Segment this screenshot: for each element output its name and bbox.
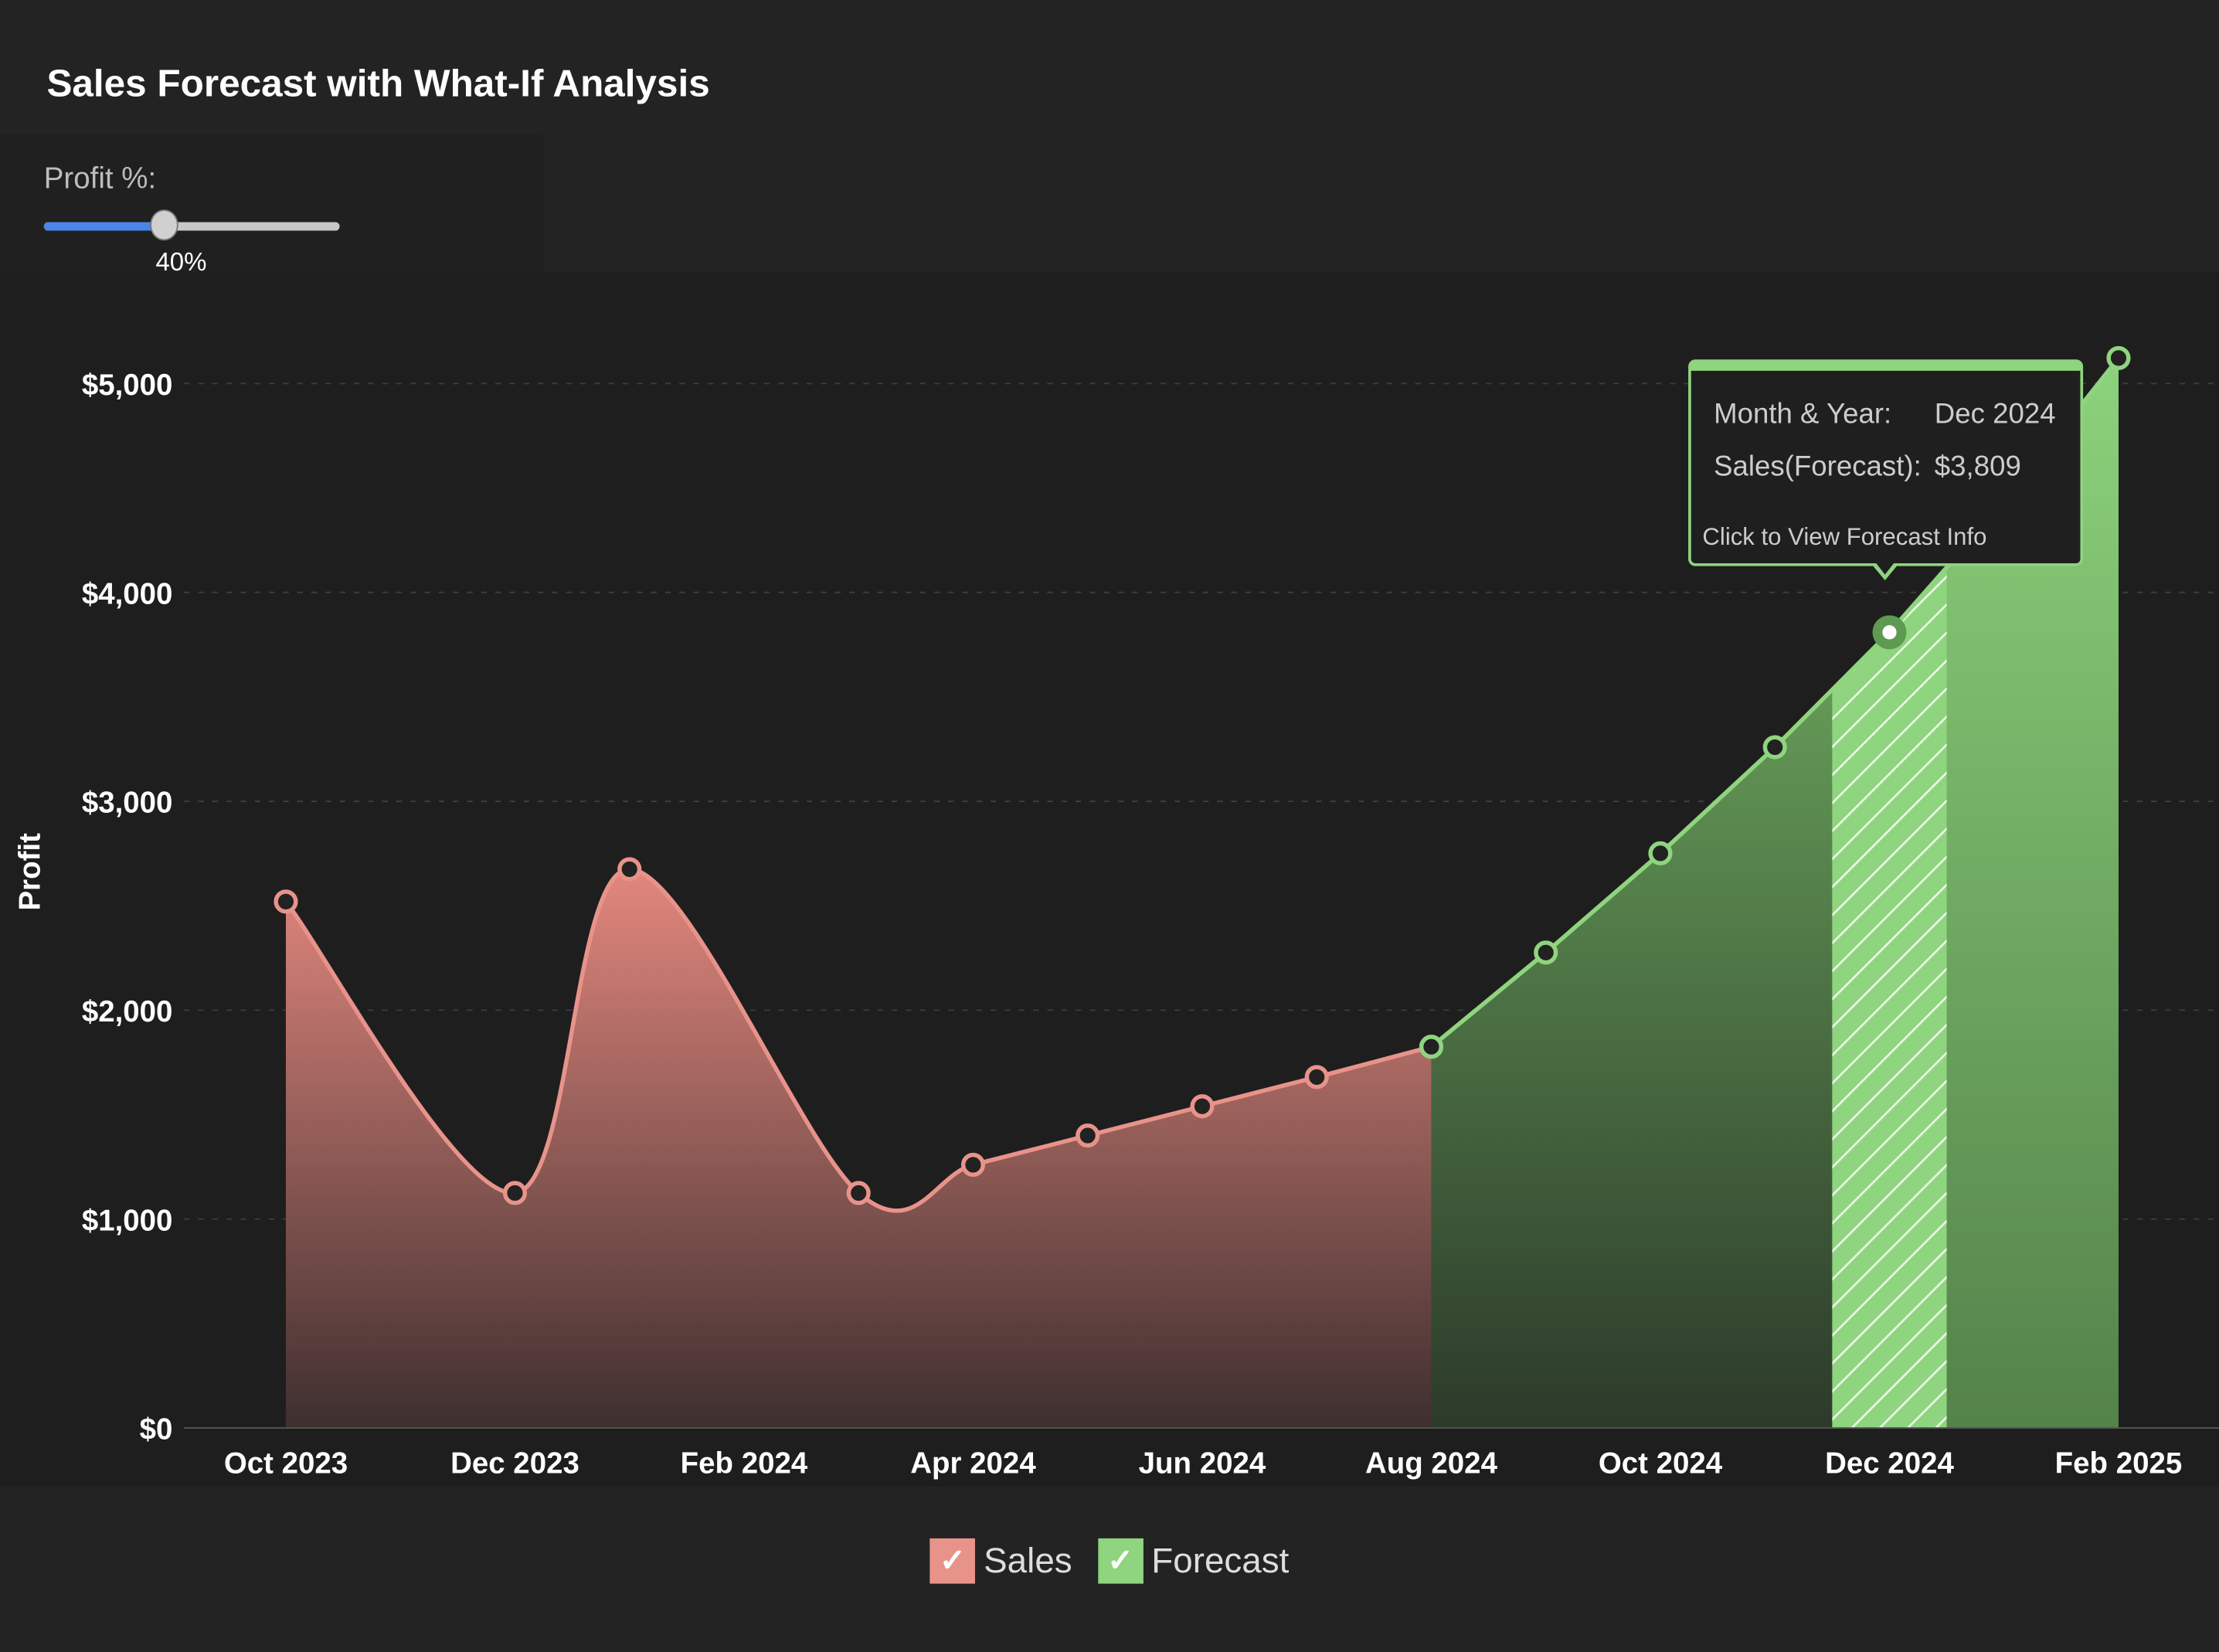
x-tick-label: Feb 2024 xyxy=(681,1447,808,1480)
sales-point xyxy=(846,1181,871,1205)
forecast-point xyxy=(1648,841,1673,865)
legend-label: Forecast xyxy=(1151,1540,1290,1580)
profit-slider-fill xyxy=(43,222,165,231)
profit-slider-label: Profit %: xyxy=(43,162,157,195)
legend: ✓ Sales ✓ Forecast xyxy=(0,1538,2219,1584)
checkbox-icon[interactable]: ✓ xyxy=(929,1538,976,1584)
profit-slider-value: 40% xyxy=(155,247,207,277)
chart-title: Sales Forecast with What-If Analysis xyxy=(46,62,710,105)
tooltip: Month & Year: Dec 2024 Sales(Forecast): … xyxy=(1688,359,2084,566)
forecast-point xyxy=(2106,345,2131,370)
sales-point xyxy=(1304,1065,1329,1089)
profit-slider-panel: Profit %: 40% xyxy=(0,134,544,276)
highlighted-point xyxy=(1882,625,1897,640)
y-tick-label: $5,000 xyxy=(82,369,173,402)
y-tick-label: $1,000 xyxy=(82,1204,173,1237)
forecast-point xyxy=(1762,735,1787,760)
hover-band xyxy=(1832,567,1947,1429)
x-tick-label: Dec 2023 xyxy=(450,1447,579,1480)
checkbox-icon[interactable]: ✓ xyxy=(1097,1538,1143,1584)
y-tick-label: $0 xyxy=(140,1413,173,1446)
sales-point xyxy=(1190,1094,1215,1119)
tooltip-month-label: Month & Year: xyxy=(1714,399,1892,430)
y-axis-title: Profit xyxy=(13,833,46,911)
sales-point xyxy=(617,857,642,882)
y-tick-label: $4,000 xyxy=(82,577,173,610)
x-tick-label: Feb 2025 xyxy=(2055,1447,2183,1480)
legend-label: Sales xyxy=(984,1540,1072,1580)
y-tick-label: $3,000 xyxy=(82,787,173,820)
forecast-area-highlight xyxy=(1946,358,2119,1429)
sales-point xyxy=(960,1152,986,1178)
legend-item-sales[interactable]: ✓ Sales xyxy=(929,1538,1072,1584)
tooltip-forecast-link[interactable]: Click to View Forecast Info xyxy=(1702,523,1987,551)
tooltip-month-value: Dec 2024 xyxy=(1934,399,2056,430)
forecast-point xyxy=(1534,940,1558,965)
x-tick-label: Dec 2024 xyxy=(1825,1447,1954,1480)
sales-point xyxy=(1076,1123,1100,1148)
y-tick-label: $2,000 xyxy=(82,995,173,1028)
sales-area xyxy=(285,868,1432,1429)
sales-point xyxy=(502,1181,528,1205)
tooltip-sales-value: $3,809 xyxy=(1934,451,2021,483)
x-tick-label: Oct 2023 xyxy=(224,1447,348,1480)
x-tick-label: Aug 2024 xyxy=(1365,1447,1498,1480)
x-tick-label: Jun 2024 xyxy=(1139,1447,1266,1480)
tooltip-sales-label: Sales(Forecast): xyxy=(1714,451,1922,483)
tooltip-arrow-inner xyxy=(1874,562,1895,575)
sales-point xyxy=(274,889,298,914)
profit-slider-thumb[interactable] xyxy=(150,209,178,241)
x-tick-label: Oct 2024 xyxy=(1599,1447,1723,1480)
legend-item-forecast[interactable]: ✓ Forecast xyxy=(1097,1538,1290,1584)
profit-slider[interactable] xyxy=(43,209,340,241)
forecast-point xyxy=(1419,1035,1444,1059)
x-tick-label: Apr 2024 xyxy=(910,1447,1036,1480)
